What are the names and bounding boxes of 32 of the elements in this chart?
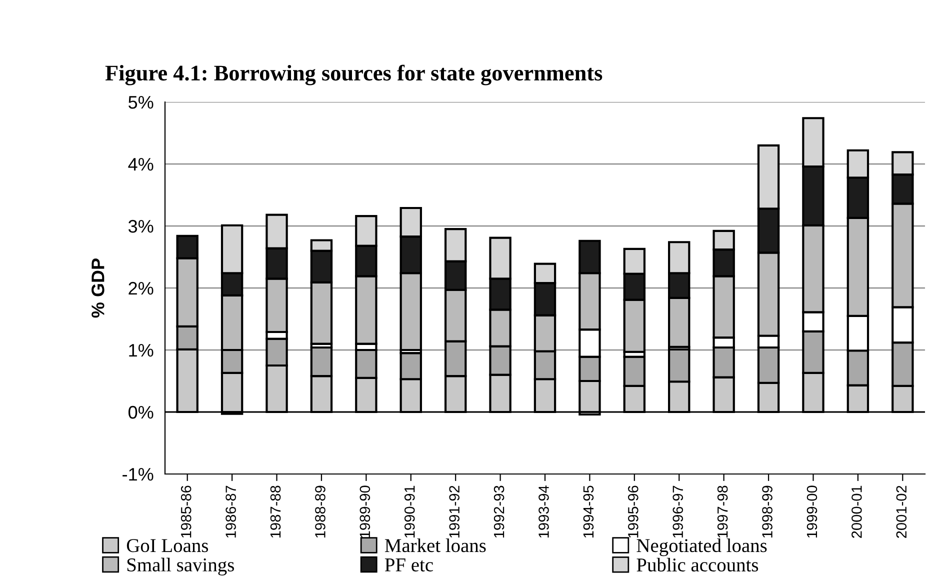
legend-label: Market loans bbox=[384, 538, 486, 552]
x-tick-label: 2001-02 bbox=[896, 486, 907, 538]
x-tick-label: 1992-93 bbox=[494, 486, 504, 538]
y-tick-label: 5% bbox=[128, 96, 154, 109]
legend-label: Negotiated loans bbox=[636, 538, 767, 556]
x-tick-label: 1985-86 bbox=[180, 486, 192, 538]
legend-label: Small savings bbox=[127, 558, 234, 576]
y-tick-label: 0% bbox=[128, 406, 154, 419]
x-tick-label: 1997-98 bbox=[717, 486, 728, 538]
x-tick-label: 1999-00 bbox=[806, 486, 818, 538]
x-tick-label: 1990-91 bbox=[404, 486, 415, 538]
legend-label: Public accounts bbox=[636, 558, 758, 572]
x-tick-label: 1991-92 bbox=[449, 486, 460, 538]
y-tick-label: 1% bbox=[129, 344, 154, 357]
x-tick-label: 1993-94 bbox=[538, 486, 549, 538]
x-tick-label: 1994-95 bbox=[583, 486, 594, 538]
x-tick-label: 1998-99 bbox=[762, 486, 772, 538]
x-tick-label: 1995-96 bbox=[628, 486, 638, 538]
y-tick-label: 2% bbox=[128, 282, 154, 295]
y-axis-title: % GDP bbox=[92, 258, 104, 318]
legend-label: PF etc bbox=[384, 558, 433, 572]
x-tick-label: 2000-01 bbox=[852, 486, 862, 538]
chart-title: Figure 4.1: Borrowing sources for state governments bbox=[105, 64, 602, 86]
x-tick-label: 1989-90 bbox=[360, 486, 370, 538]
legend-label: GoI Loans bbox=[126, 539, 208, 552]
x-tick-label: 1996-97 bbox=[672, 486, 684, 538]
x-tick-label: 1986-87 bbox=[226, 486, 236, 538]
y-tick-label: 3% bbox=[128, 220, 154, 233]
y-tick-label: -1% bbox=[122, 468, 154, 481]
y-tick-label: 4% bbox=[128, 158, 154, 171]
x-tick-label: 1988-89 bbox=[315, 486, 326, 538]
x-tick-label: 1987-88 bbox=[270, 486, 281, 538]
